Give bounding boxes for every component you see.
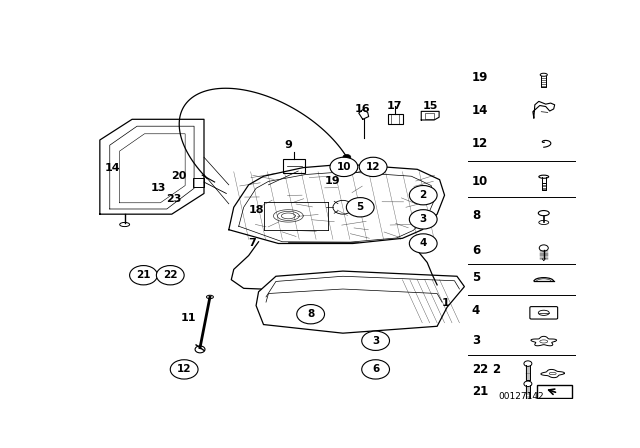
Text: 14: 14 <box>472 104 488 117</box>
Bar <box>538 385 572 398</box>
Text: 21: 21 <box>472 385 488 398</box>
Text: 15: 15 <box>422 100 438 111</box>
Text: 9: 9 <box>284 140 292 150</box>
Circle shape <box>410 185 437 205</box>
Circle shape <box>343 155 351 160</box>
Text: 7: 7 <box>249 238 257 249</box>
Text: 5: 5 <box>356 202 364 212</box>
Text: 8: 8 <box>472 209 480 222</box>
Text: 13: 13 <box>150 183 166 193</box>
Text: 12: 12 <box>177 364 191 375</box>
Text: 21: 21 <box>136 270 151 280</box>
Bar <box>388 114 403 125</box>
Text: 00127142: 00127142 <box>499 392 544 401</box>
Circle shape <box>297 305 324 324</box>
Circle shape <box>359 157 387 177</box>
Circle shape <box>410 234 437 253</box>
Circle shape <box>170 360 198 379</box>
Text: 3: 3 <box>372 336 380 346</box>
Text: 19: 19 <box>325 177 340 186</box>
Bar <box>284 159 305 173</box>
Text: 11: 11 <box>180 313 196 323</box>
Bar <box>193 178 204 186</box>
Circle shape <box>362 331 390 350</box>
Circle shape <box>346 198 374 217</box>
Text: 4: 4 <box>420 238 427 249</box>
Text: 12: 12 <box>366 162 380 172</box>
Circle shape <box>156 266 184 285</box>
Text: 22: 22 <box>472 363 488 376</box>
Bar <box>425 113 434 119</box>
Text: 10: 10 <box>337 162 351 172</box>
Text: 22: 22 <box>163 270 177 280</box>
Circle shape <box>362 360 390 379</box>
Text: 8: 8 <box>307 309 314 319</box>
Text: 2: 2 <box>492 363 500 376</box>
Circle shape <box>330 157 358 177</box>
Circle shape <box>410 210 437 229</box>
Text: 6: 6 <box>472 244 480 257</box>
Text: 12: 12 <box>472 137 488 150</box>
Text: 4: 4 <box>472 304 480 317</box>
Text: 19: 19 <box>472 71 488 84</box>
Text: 10: 10 <box>472 175 488 188</box>
Text: 23: 23 <box>166 194 182 204</box>
Circle shape <box>129 266 157 285</box>
Text: 3: 3 <box>472 334 480 347</box>
Text: 2: 2 <box>420 190 427 200</box>
Text: 16: 16 <box>355 104 371 114</box>
Text: 14: 14 <box>104 163 120 172</box>
Text: 5: 5 <box>472 271 480 284</box>
Text: 17: 17 <box>386 100 402 111</box>
Text: 6: 6 <box>372 364 380 375</box>
Text: 18: 18 <box>248 205 264 215</box>
Text: 20: 20 <box>172 171 187 181</box>
Text: 3: 3 <box>420 214 427 224</box>
Text: 1: 1 <box>442 298 450 308</box>
Bar <box>392 114 399 125</box>
